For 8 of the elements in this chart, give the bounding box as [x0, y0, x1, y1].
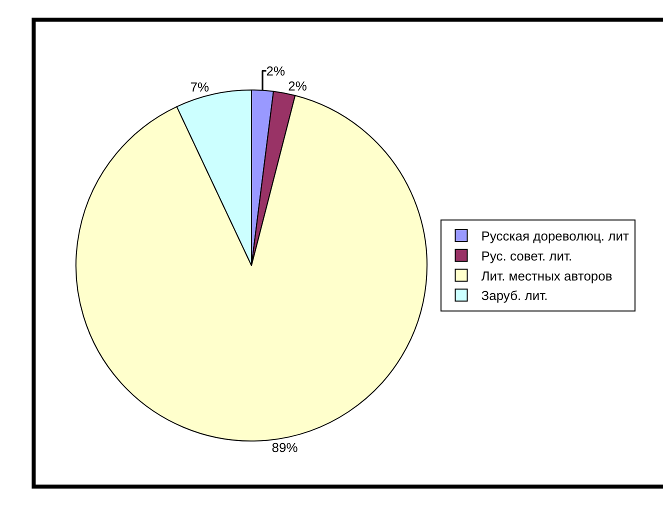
legend-label: Рус. совет. лит. — [481, 248, 572, 264]
legend-label: Лит. местных авторов — [481, 268, 612, 284]
legend-label: Заруб. лит. — [481, 288, 548, 304]
data-label: 2% — [288, 78, 308, 94]
legend-label: Русская дореволюц. лит — [481, 228, 629, 244]
data-label: 7% — [190, 80, 210, 95]
data-label: 89% — [272, 440, 298, 456]
data-label: 2% — [266, 63, 286, 78]
